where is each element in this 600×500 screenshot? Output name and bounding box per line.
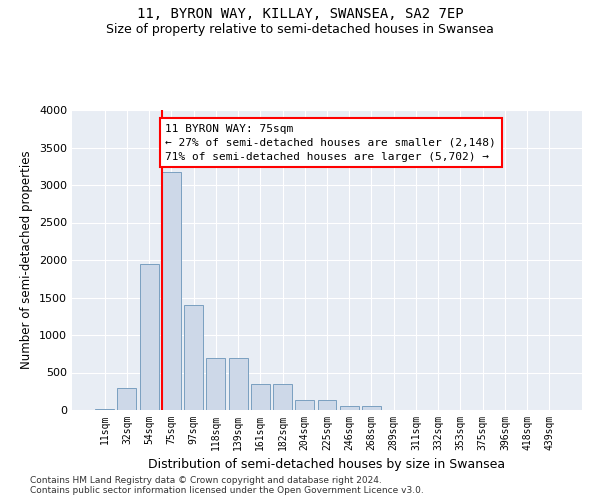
Bar [340, 406, 359, 410]
Bar [251, 384, 270, 410]
Bar [229, 358, 248, 410]
Bar [362, 406, 381, 410]
Bar [184, 305, 203, 410]
X-axis label: Distribution of semi-detached houses by size in Swansea: Distribution of semi-detached houses by … [148, 458, 506, 471]
Bar [95, 409, 114, 410]
Bar [162, 172, 181, 410]
Bar [295, 400, 314, 410]
Text: Contains HM Land Registry data © Crown copyright and database right 2024.
Contai: Contains HM Land Registry data © Crown c… [30, 476, 424, 495]
Bar [317, 400, 337, 410]
Text: Size of property relative to semi-detached houses in Swansea: Size of property relative to semi-detach… [106, 22, 494, 36]
Text: 11 BYRON WAY: 75sqm
← 27% of semi-detached houses are smaller (2,148)
71% of sem: 11 BYRON WAY: 75sqm ← 27% of semi-detach… [165, 124, 496, 162]
Bar [206, 358, 225, 410]
Bar [140, 264, 158, 410]
Bar [273, 384, 292, 410]
Y-axis label: Number of semi-detached properties: Number of semi-detached properties [20, 150, 34, 370]
Bar [118, 388, 136, 410]
Text: 11, BYRON WAY, KILLAY, SWANSEA, SA2 7EP: 11, BYRON WAY, KILLAY, SWANSEA, SA2 7EP [137, 8, 463, 22]
